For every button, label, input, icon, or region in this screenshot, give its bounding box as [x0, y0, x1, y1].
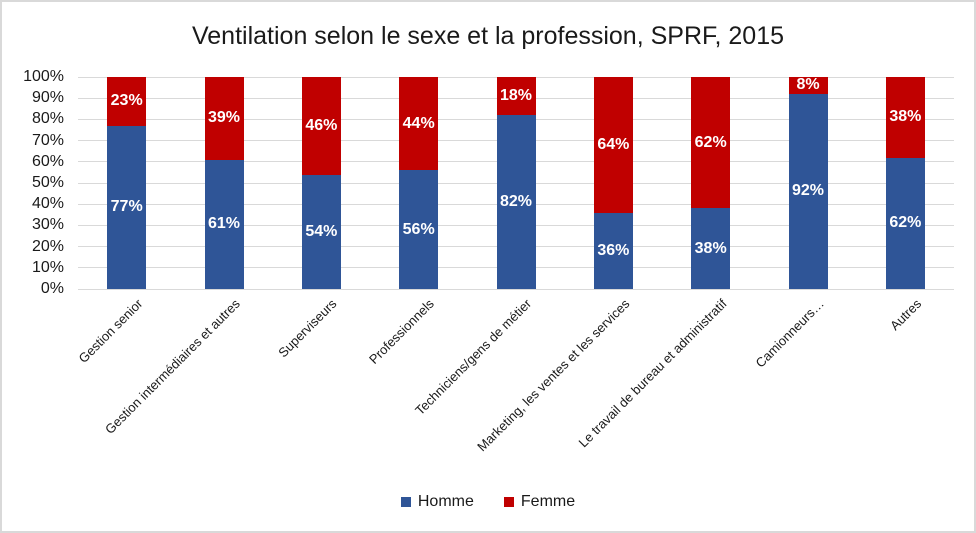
legend-item-femme: Femme [503, 492, 576, 512]
y-axis-tick-label: 50% [31, 174, 64, 191]
bar-segment-homme [204, 159, 244, 289]
gridline [78, 288, 954, 290]
y-axis-tick-label: 60% [31, 152, 64, 170]
legend-label-homme: Homme [417, 493, 474, 510]
bar-segment-femme [691, 77, 731, 209]
legend-label-femme: Femme [520, 493, 576, 510]
x-axis-category-label: Professionnels [366, 296, 438, 367]
x-axis-category-label: Autres [886, 296, 924, 334]
chart-title: Ventilation selon le sexe et la professi… [191, 22, 785, 50]
bar-segment-homme [301, 174, 341, 289]
legend-marker-homme-icon [400, 497, 411, 507]
bar-segment-femme [107, 77, 147, 126]
x-axis-category-label: Gestion senior [75, 296, 146, 366]
y-axis-tick-label: 70% [31, 131, 64, 149]
bar-segment-homme [496, 115, 536, 289]
y-axis-tick-label: 0% [40, 280, 64, 297]
bar-segment-homme [593, 212, 633, 289]
legend-marker-femme-icon [503, 497, 514, 507]
y-axis-tick-label: 80% [31, 110, 64, 128]
y-axis-tick-label: 40% [31, 195, 64, 213]
y-axis-tick-label: 30% [31, 216, 64, 234]
x-axis-category-label: Camionneurs… [752, 296, 827, 371]
gridline [78, 76, 954, 78]
x-axis-category-label: Marketing, les ventes et les services [473, 296, 632, 455]
y-axis-tick-label: 20% [31, 237, 64, 255]
legend-item-homme: Homme [400, 492, 474, 512]
bar-segment-homme [107, 125, 147, 289]
bar-segment-femme [788, 77, 828, 94]
bar-segment-femme [885, 77, 925, 158]
bar-segment-femme [496, 77, 536, 116]
x-axis-category-label: Superviseurs [275, 296, 340, 361]
y-axis-tick-label: 90% [31, 89, 64, 107]
bar-segment-femme [301, 77, 341, 175]
plot-area: 77% 23% 61% 39% 54% 46% 56% 44% 82% 18% 36% 64% 38% 6… [78, 76, 954, 290]
bar-segment-homme [399, 170, 439, 289]
y-axis-tick-label: 10% [31, 258, 64, 276]
bar-segment-homme [788, 93, 828, 289]
legend: Homme Femme [2, 492, 974, 512]
bar-segment-femme [593, 77, 633, 213]
bar-segment-homme [885, 157, 925, 289]
y-axis-tick-label: 100% [23, 68, 64, 85]
bar-segment-femme [204, 77, 244, 160]
bar-segment-femme [399, 77, 439, 171]
bar-segment-homme [691, 208, 731, 289]
